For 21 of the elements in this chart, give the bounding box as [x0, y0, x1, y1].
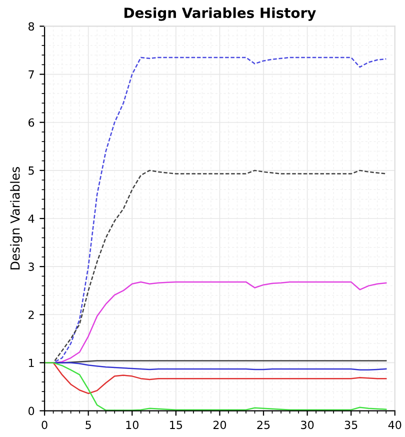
x-tick-label: 10 [126, 420, 138, 430]
y-axis-title: Design Variables [10, 166, 22, 270]
x-tick-label: 40 [388, 420, 402, 430]
x-tick-label: 5 [86, 420, 91, 430]
y-tick-label: 3 [28, 262, 34, 271]
x-tick-label: 25 [257, 420, 270, 430]
y-tick-label: 7 [28, 70, 34, 79]
x-tick-label: 0 [42, 420, 48, 430]
y-tick-label: 2 [28, 310, 34, 319]
chart-title: Design Variables History [124, 7, 316, 21]
y-tick-label: 0 [28, 406, 34, 416]
x-tick-label: 30 [301, 420, 314, 430]
line-series [44, 362, 387, 411]
x-tick-label: 15 [170, 420, 182, 430]
x-tick-label: 20 [213, 420, 226, 430]
y-tick-label: 5 [28, 166, 34, 175]
y-tick-label: 8 [28, 22, 34, 31]
y-tick-label: 1 [28, 358, 34, 367]
y-tick-label: 4 [28, 214, 34, 223]
y-tick-label: 6 [28, 118, 34, 127]
x-tick-label: 35 [344, 420, 358, 430]
